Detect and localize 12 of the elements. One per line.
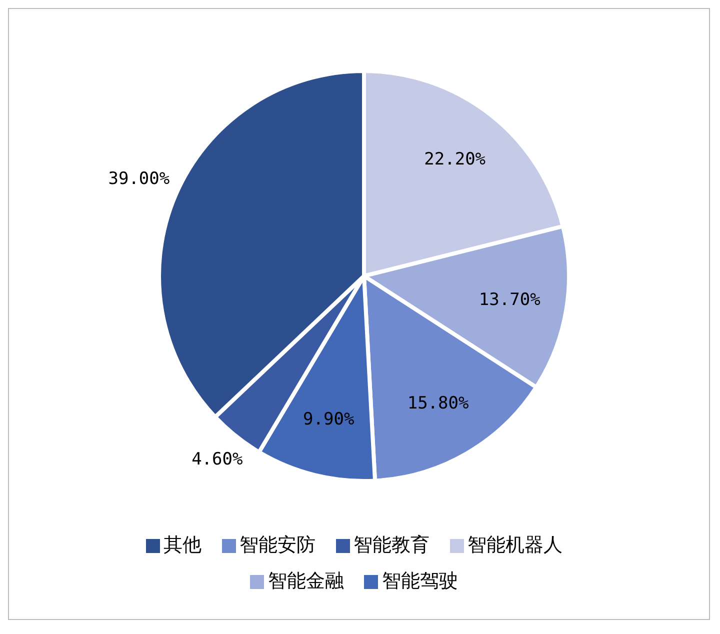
legend-label: 智能驾驶 [382,570,458,592]
legend-label: 智能金融 [268,570,344,592]
data-label: 15.80% [407,394,469,414]
legend-label: 智能教育 [354,534,430,556]
data-label: 4.60% [192,449,243,470]
legend-label: 其他 [164,534,202,556]
data-label: 13.70% [478,290,540,310]
data-label: 22.20% [424,150,486,170]
legend-label: 智能安防 [240,534,316,556]
data-label: 39.00% [108,169,170,190]
legend-label: 智能机器人 [468,534,562,556]
data-label: 9.90% [303,409,354,430]
